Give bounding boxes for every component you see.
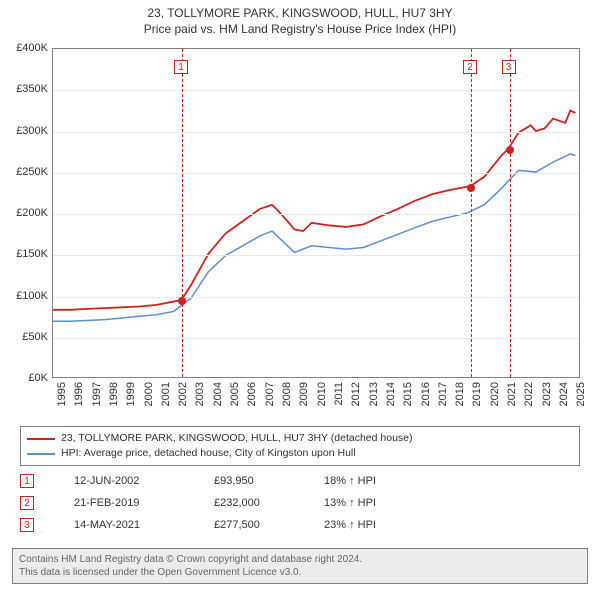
plot-area xyxy=(52,48,580,378)
event-pct: 18% ↑ HPI xyxy=(324,475,434,487)
event-num: 1 xyxy=(20,474,34,488)
legend-item: HPI: Average price, detached house, City… xyxy=(27,446,573,461)
chart-title: 23, TOLLYMORE PARK, KINGSWOOD, HULL, HU7… xyxy=(0,0,600,20)
gridline-h xyxy=(53,132,579,133)
chart-svg xyxy=(53,49,579,377)
event-date: 12-JUN-2002 xyxy=(74,475,214,487)
xtick-label: 1998 xyxy=(108,382,120,406)
xtick-label: 2022 xyxy=(523,382,535,406)
event-marker-dot xyxy=(467,184,475,192)
xtick-label: 2012 xyxy=(350,382,362,406)
legend-swatch xyxy=(27,453,55,455)
ytick-label: £350K xyxy=(4,83,48,95)
xtick-label: 2000 xyxy=(143,382,155,406)
event-row: 2 21-FEB-2019£232,00013% ↑ HPI xyxy=(20,492,580,514)
chart-container: 23, TOLLYMORE PARK, KINGSWOOD, HULL, HU7… xyxy=(0,0,600,590)
xtick-label: 2010 xyxy=(316,382,328,406)
event-vline xyxy=(510,49,511,377)
legend-label: HPI: Average price, detached house, City… xyxy=(61,446,356,461)
gridline-h xyxy=(53,173,579,174)
event-vline xyxy=(471,49,472,377)
ytick-label: £50K xyxy=(4,331,48,343)
legend-item: 23, TOLLYMORE PARK, KINGSWOOD, HULL, HU7… xyxy=(27,431,573,446)
xtick-label: 2025 xyxy=(575,382,587,406)
ytick-label: £300K xyxy=(4,125,48,137)
event-price: £93,950 xyxy=(214,475,324,487)
event-vline xyxy=(182,49,183,377)
event-row: 3 14-MAY-2021£277,50023% ↑ HPI xyxy=(20,514,580,536)
xtick-label: 1997 xyxy=(91,382,103,406)
xtick-label: 2002 xyxy=(177,382,189,406)
event-marker-dot xyxy=(506,146,514,154)
xtick-label: 2023 xyxy=(541,382,553,406)
legend-swatch xyxy=(27,438,55,440)
xtick-label: 2015 xyxy=(402,382,414,406)
xtick-label: 1999 xyxy=(125,382,137,406)
ytick-label: £0K xyxy=(4,372,48,384)
events-table: 1 12-JUN-2002£93,95018% ↑ HPI 2 21-FEB-2019… xyxy=(20,470,580,536)
event-pct: 13% ↑ HPI xyxy=(324,497,434,509)
xtick-label: 2011 xyxy=(333,382,345,406)
legend-box: 23, TOLLYMORE PARK, KINGSWOOD, HULL, HU7… xyxy=(20,426,580,466)
ytick-label: £150K xyxy=(4,248,48,260)
xtick-label: 2001 xyxy=(160,382,172,406)
event-price: £232,000 xyxy=(214,497,324,509)
event-num: 3 xyxy=(20,518,34,532)
xtick-label: 2013 xyxy=(368,382,380,406)
event-num: 2 xyxy=(20,496,34,510)
xtick-label: 2005 xyxy=(229,382,241,406)
xtick-label: 2014 xyxy=(385,382,397,406)
event-row: 1 12-JUN-2002£93,95018% ↑ HPI xyxy=(20,470,580,492)
footer-line-1: Contains HM Land Registry data © Crown c… xyxy=(19,553,581,566)
event-date: 14-MAY-2021 xyxy=(74,519,214,531)
xtick-label: 2024 xyxy=(558,382,570,406)
gridline-h xyxy=(53,90,579,91)
xtick-label: 2018 xyxy=(454,382,466,406)
gridline-h xyxy=(53,297,579,298)
footer-line-2: This data is licensed under the Open Gov… xyxy=(19,566,581,579)
ytick-label: £400K xyxy=(4,42,48,54)
xtick-label: 2007 xyxy=(264,382,276,406)
ytick-label: £250K xyxy=(4,166,48,178)
legend-label: 23, TOLLYMORE PARK, KINGSWOOD, HULL, HU7… xyxy=(61,431,413,446)
event-marker-label: 2 xyxy=(463,60,477,74)
xtick-label: 1996 xyxy=(73,382,85,406)
ytick-label: £200K xyxy=(4,207,48,219)
gridline-h xyxy=(53,338,579,339)
event-pct: 23% ↑ HPI xyxy=(324,519,434,531)
xtick-label: 2020 xyxy=(489,382,501,406)
xtick-label: 2006 xyxy=(246,382,258,406)
xtick-label: 2021 xyxy=(506,382,518,406)
event-marker-dot xyxy=(178,297,186,305)
xtick-label: 2016 xyxy=(420,382,432,406)
ytick-label: £100K xyxy=(4,290,48,302)
event-marker-label: 1 xyxy=(174,60,188,74)
xtick-label: 2009 xyxy=(298,382,310,406)
event-date: 21-FEB-2019 xyxy=(74,497,214,509)
gridline-h xyxy=(53,214,579,215)
xtick-label: 2003 xyxy=(194,382,206,406)
gridline-h xyxy=(53,255,579,256)
footer-box: Contains HM Land Registry data © Crown c… xyxy=(12,548,588,584)
chart-subtitle: Price paid vs. HM Land Registry's House … xyxy=(0,20,600,42)
event-marker-label: 3 xyxy=(502,60,516,74)
series-price_paid xyxy=(53,111,576,310)
event-price: £277,500 xyxy=(214,519,324,531)
xtick-label: 2008 xyxy=(281,382,293,406)
xtick-label: 2004 xyxy=(212,382,224,406)
xtick-label: 2019 xyxy=(471,382,483,406)
xtick-label: 1995 xyxy=(56,382,68,406)
xtick-label: 2017 xyxy=(437,382,449,406)
